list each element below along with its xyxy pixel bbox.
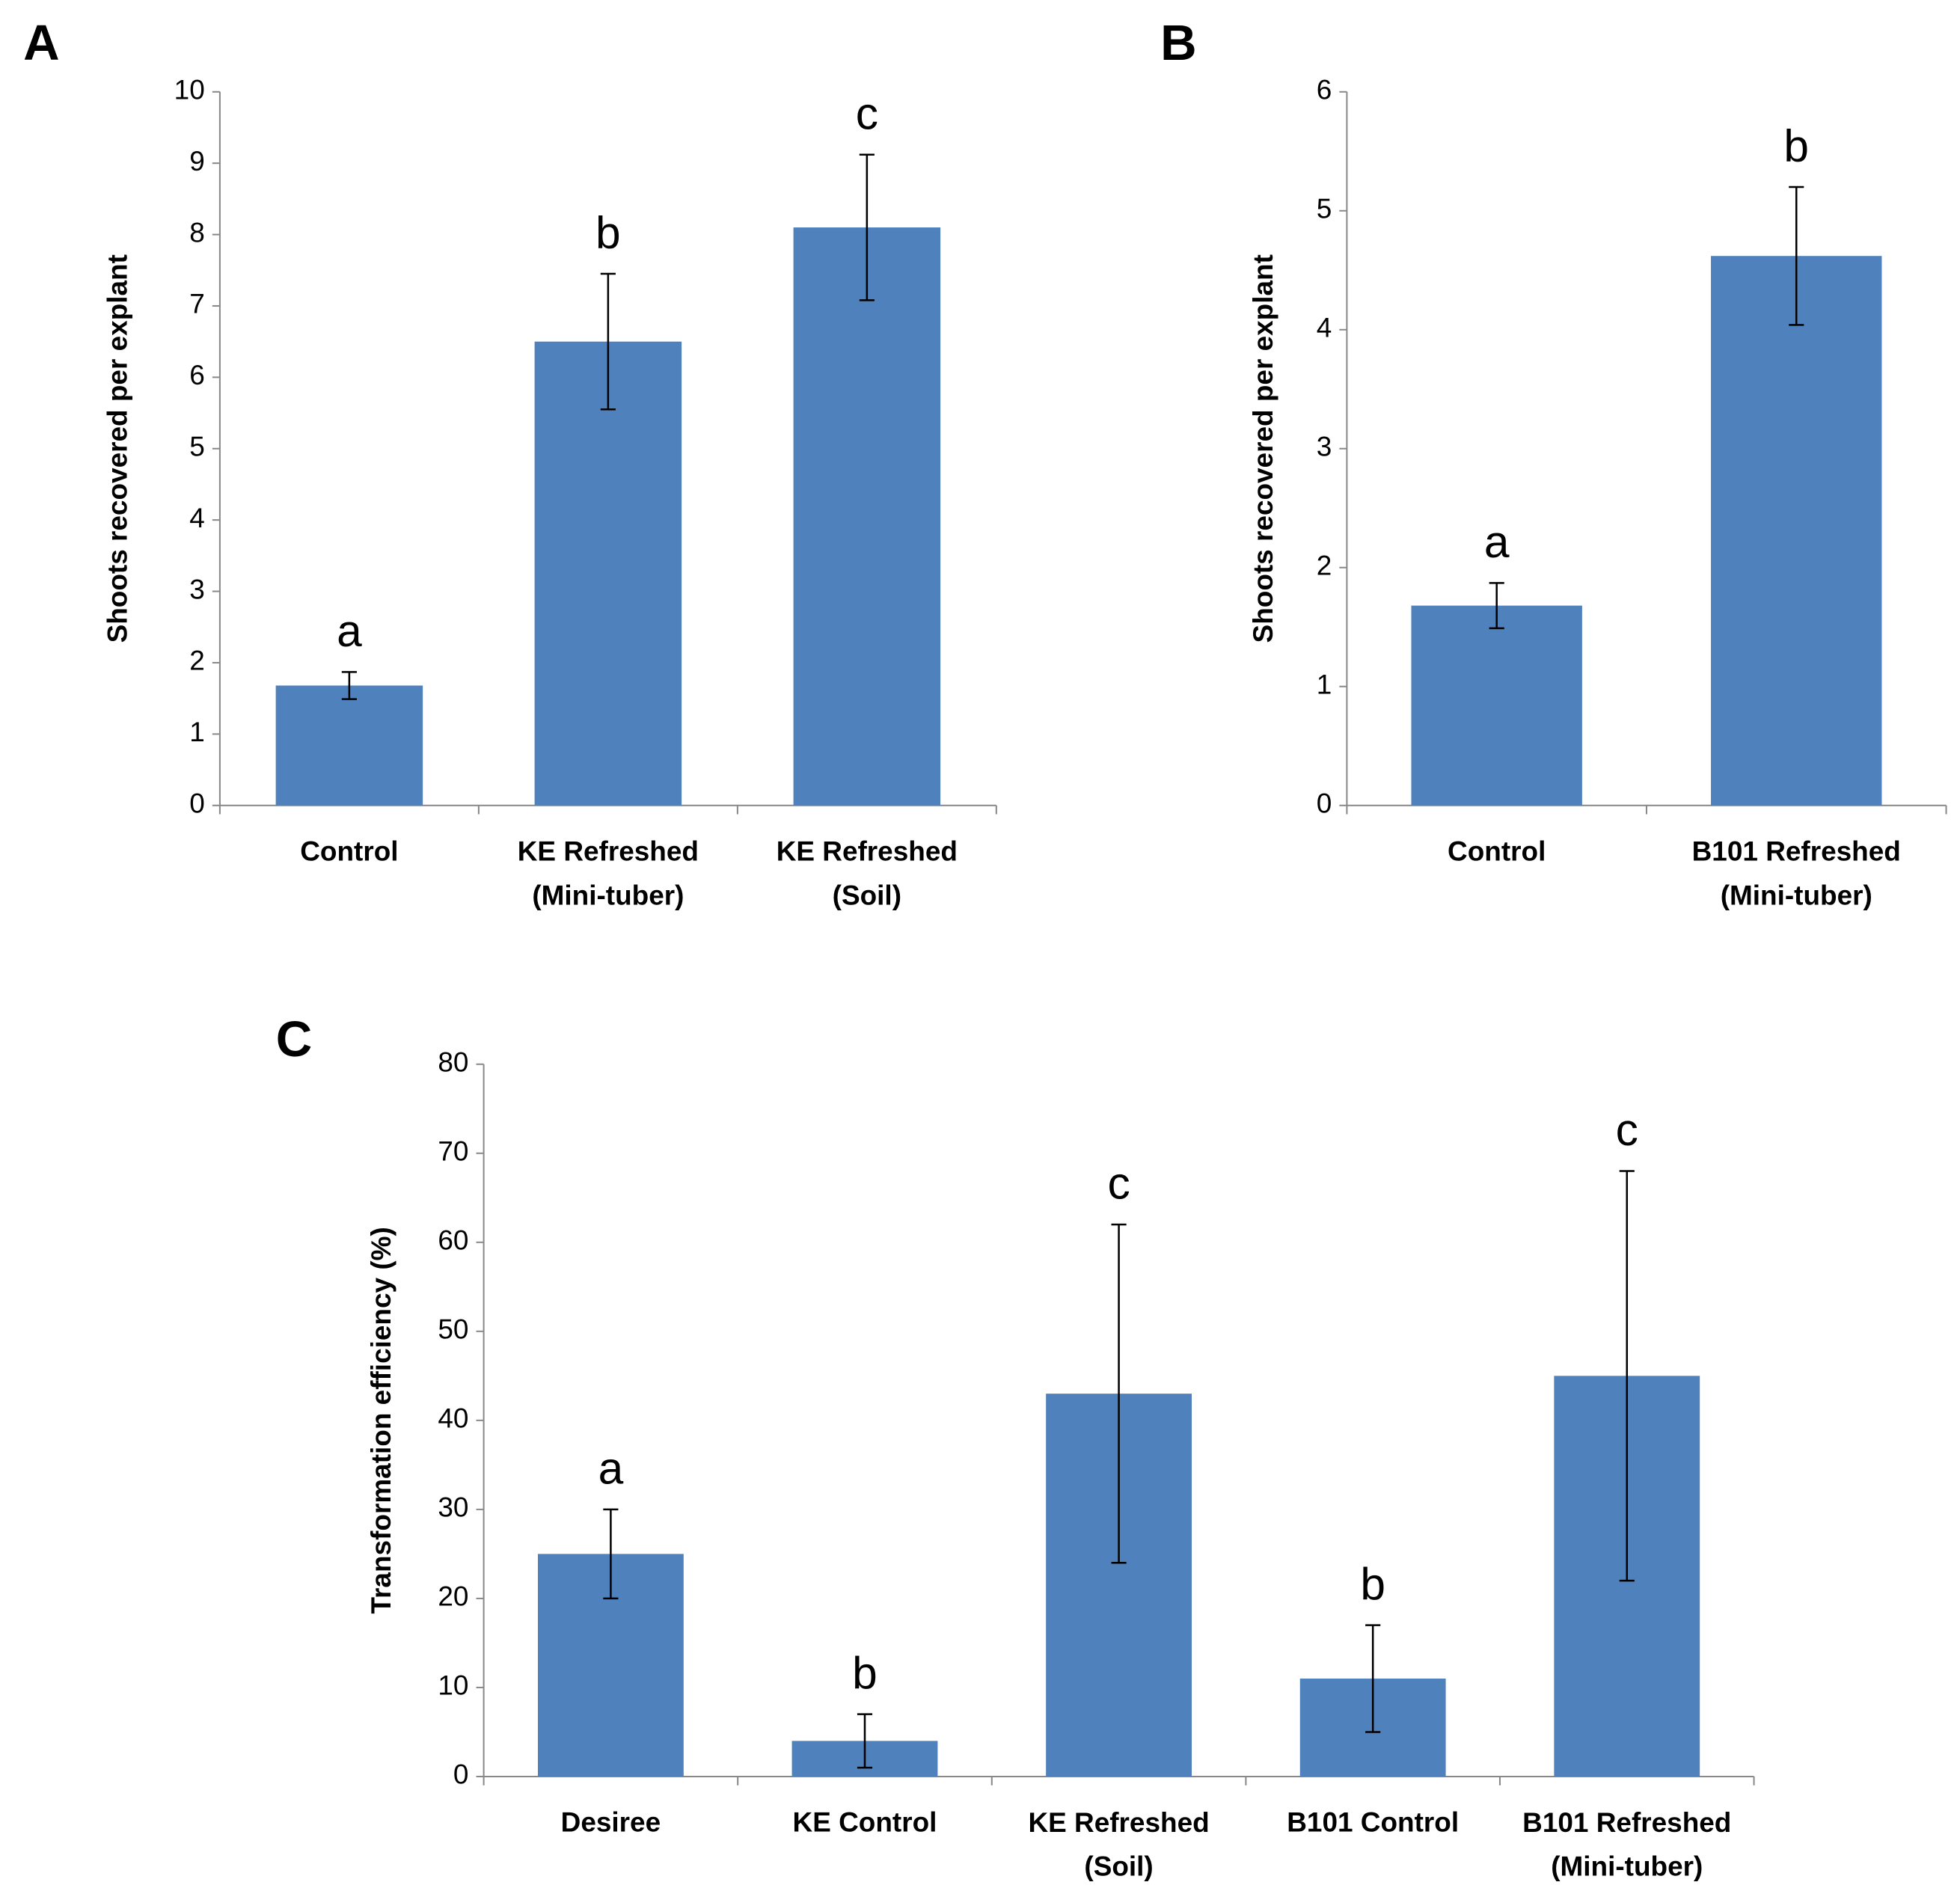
y-tick-label: 6: [1317, 75, 1332, 105]
x-tick-label: KE Refreshed (Soil): [777, 836, 958, 910]
y-tick-label: 70: [438, 1136, 468, 1167]
x-tick-label: B101 Refreshed (Mini-tuber): [1692, 836, 1901, 910]
x-tick-label: KE Refreshed (Soil): [1028, 1807, 1209, 1882]
panel-label: B: [1160, 15, 1197, 71]
panel-label: A: [23, 15, 59, 71]
x-tick-label: KE Refreshed (Mini-tuber): [518, 836, 699, 910]
x-tick-label: KE Control: [793, 1807, 937, 1838]
x-tick-label: B101 Refreshed (Mini-tuber): [1522, 1807, 1731, 1882]
bar: [275, 685, 423, 806]
bar: [534, 341, 682, 806]
y-tick-label: 80: [438, 1046, 468, 1077]
y-tick-label: 0: [189, 788, 205, 819]
y-tick-label: 4: [1317, 313, 1332, 343]
significance-letter: b: [852, 1647, 878, 1698]
y-tick-label: 1: [1317, 669, 1332, 700]
y-tick-label: 40: [438, 1403, 468, 1434]
significance-letter: c: [1616, 1104, 1638, 1155]
y-tick-label: 9: [189, 146, 205, 177]
significance-letter: b: [595, 207, 621, 258]
y-tick-label: 10: [174, 75, 205, 105]
y-tick-label: 8: [189, 217, 205, 248]
significance-letter: a: [598, 1442, 624, 1493]
significance-letter: b: [1360, 1558, 1385, 1609]
y-tick-label: 2: [1317, 551, 1332, 581]
y-axis-label: Shoots recovered per explant: [102, 254, 132, 643]
significance-letter: c: [1107, 1158, 1130, 1209]
y-tick-label: 2: [189, 646, 205, 676]
y-tick-label: 20: [438, 1581, 468, 1612]
y-tick-label: 50: [438, 1314, 468, 1345]
y-tick-label: 5: [189, 432, 205, 462]
bar: [1711, 256, 1882, 806]
y-tick-label: 5: [1317, 194, 1332, 224]
y-tick-label: 10: [438, 1670, 468, 1701]
y-tick-label: 1: [189, 717, 205, 747]
x-tick-label: B101 Control: [1287, 1807, 1459, 1838]
bar: [793, 227, 941, 806]
y-tick-label: 0: [1317, 788, 1332, 819]
x-tick-label: Control: [1448, 836, 1546, 866]
y-tick-label: 4: [189, 503, 205, 533]
significance-letter: b: [1783, 120, 1809, 171]
y-axis-label: Shoots recovered per explant: [1248, 254, 1278, 643]
y-tick-label: 3: [189, 574, 205, 604]
y-tick-label: 3: [1317, 432, 1332, 462]
x-tick-label: Control: [300, 836, 398, 866]
panel-label: C: [276, 1011, 313, 1067]
y-tick-label: 6: [189, 360, 205, 390]
y-tick-label: 30: [438, 1492, 468, 1523]
bar: [1411, 605, 1582, 806]
y-axis-label: Transformation efficiency (%): [366, 1227, 396, 1613]
y-tick-label: 60: [438, 1225, 468, 1256]
significance-letter: a: [1484, 516, 1510, 567]
y-tick-label: 7: [189, 289, 205, 319]
significance-letter: a: [337, 605, 362, 656]
significance-letter: c: [856, 88, 878, 138]
x-tick-label: Desiree: [561, 1807, 661, 1838]
y-tick-label: 0: [453, 1759, 469, 1790]
